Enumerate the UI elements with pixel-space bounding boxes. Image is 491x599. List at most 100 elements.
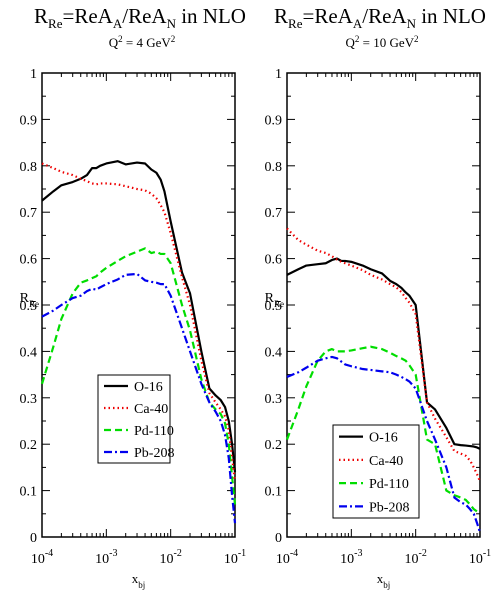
y-tick-label: 0.1 [265, 485, 283, 500]
y-tick-label: 0 [30, 531, 37, 546]
x-tick-exp: -4 [290, 548, 298, 559]
y-tick-label: 0.9 [265, 113, 283, 128]
series-line-o-16 [286, 257, 481, 450]
x-tick-base: 10 [31, 552, 45, 567]
title-mid-sub: A [353, 16, 363, 31]
y-tick-label: 0.2 [265, 438, 283, 453]
x-axis-label-sub: bj [138, 580, 145, 590]
subtitle-sup: 2 [118, 34, 123, 44]
x-axis-label-base: x [132, 571, 139, 586]
title-div: /ReA [122, 4, 167, 28]
title-mid: =ReA [303, 4, 354, 28]
x-tick-base: 10 [95, 552, 109, 567]
y-tick-label: 0 [275, 531, 282, 546]
chart-subtitle: Q2 = 4 GeV2 [109, 34, 176, 50]
y-axis-label-sub: Re [29, 299, 39, 309]
title-div: /ReA [362, 4, 407, 28]
y-tick-label: 1 [275, 67, 282, 82]
title-suffix: in NLO [176, 4, 246, 28]
y-tick-label: 0.1 [20, 485, 38, 500]
x-axis-label: xbj [132, 571, 146, 590]
x-tick-exp: -1 [483, 548, 491, 559]
series-line-o-16 [41, 160, 237, 473]
y-tick-label: 0.7 [265, 206, 283, 221]
x-tick-exp: -2 [173, 548, 181, 559]
x-tick-base: 10 [340, 552, 354, 567]
y-axis-label: RRe [20, 291, 39, 309]
x-tick-label: 10-4 [31, 548, 53, 567]
y-tick-label: 0.7 [20, 206, 38, 221]
title-base-sub: Re [48, 16, 63, 31]
x-tick-exp: -3 [354, 548, 362, 559]
legend-label: O-16 [134, 380, 163, 395]
legend: O-16 Ca-40 Pd-110 Pb-208 [97, 374, 174, 464]
chart-title: RRe=ReAA/ReAN in NLO [274, 4, 486, 31]
x-tick-label: 10-2 [404, 548, 426, 567]
series-line-pd-110 [285, 345, 481, 515]
subtitle-rest: = 10 GeV [359, 35, 414, 50]
y-tick-label: 0.5 [265, 299, 283, 314]
y-axis-label-base: R [20, 291, 30, 306]
x-tick-label: 10-3 [340, 548, 362, 567]
title-div-sub: N [167, 16, 177, 31]
x-tick-base: 10 [276, 552, 290, 567]
x-axis-label-sub: bj [383, 580, 390, 590]
series-line-pb-208 [41, 272, 237, 524]
y-tick-label: 0.8 [265, 160, 283, 175]
x-tick-base: 10 [159, 552, 173, 567]
x-axis-label-base: x [377, 571, 384, 586]
x-tick-label: 10-1 [469, 548, 491, 567]
y-tick-label: 0.9 [20, 113, 38, 128]
y-axis-label-base: R [265, 291, 275, 306]
y-tick-label: 0.8 [20, 160, 38, 175]
y-tick-label: 0.4 [265, 345, 283, 360]
x-tick-label: 10-3 [95, 548, 117, 567]
y-tick-label: 0.2 [20, 438, 38, 453]
x-tick-exp: -4 [45, 548, 53, 559]
series-line-pb-208 [286, 355, 482, 533]
x-tick-label: 10-1 [224, 548, 246, 567]
x-tick-base: 10 [224, 552, 238, 567]
subtitle-rest-sup: 2 [414, 34, 419, 44]
title-div-sub: N [407, 16, 417, 31]
y-tick-label: 0.5 [20, 299, 38, 314]
x-axis-label: xbj [377, 571, 391, 590]
x-tick-exp: -3 [109, 548, 117, 559]
legend-box [332, 424, 420, 519]
title-mid-sub: A [113, 16, 123, 31]
x-tick-label: 10-2 [159, 548, 181, 567]
subtitle-base: Q [345, 35, 355, 50]
subtitle-sup: 2 [355, 34, 360, 44]
subtitle-rest-sup: 2 [171, 34, 176, 44]
legend-label: O-16 [369, 431, 398, 446]
title-base-sub: Re [288, 16, 303, 31]
chart-title: RRe=ReAA/ReAN in NLO [34, 4, 246, 31]
y-axis-label-sub: Re [274, 299, 284, 309]
series-line-pd-110 [40, 247, 237, 505]
legend-label: Ca-40 [369, 454, 403, 469]
y-tick-label: 0.4 [20, 345, 38, 360]
title-suffix: in NLO [416, 4, 486, 28]
legend: O-16 Ca-40 Pd-110 Pb-208 [332, 424, 420, 519]
y-tick-label: 1 [30, 67, 37, 82]
y-axis-label: RRe [265, 291, 284, 309]
x-tick-exp: -1 [238, 548, 246, 559]
y-tick-label: 0.6 [265, 253, 283, 268]
y-tick-label: 0.6 [20, 253, 38, 268]
y-tick-label: 0.3 [20, 392, 38, 407]
y-tick-label: 0.3 [265, 392, 283, 407]
legend-label: Pd-110 [369, 477, 409, 492]
legend-label: Pb-208 [134, 446, 174, 461]
legend-label: Pb-208 [369, 500, 409, 515]
subtitle-base: Q [109, 35, 119, 50]
x-tick-base: 10 [469, 552, 483, 567]
x-tick-base: 10 [404, 552, 418, 567]
legend-box [97, 374, 171, 464]
legend-label: Ca-40 [134, 402, 168, 417]
title-base: R [274, 4, 288, 28]
title-mid: =ReA [63, 4, 114, 28]
x-tick-label: 10-4 [276, 548, 298, 567]
plot-frame [41, 72, 236, 538]
